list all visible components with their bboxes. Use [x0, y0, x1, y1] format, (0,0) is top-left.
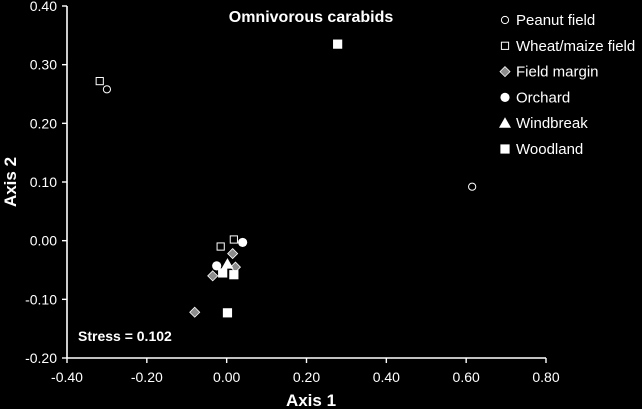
point-field-margin — [227, 248, 239, 260]
x-tick-label: 0.40 — [373, 369, 400, 385]
x-tick-label: -0.40 — [51, 369, 83, 385]
legend-marker-field-margin — [499, 66, 511, 78]
point-field-margin — [207, 270, 219, 282]
x-tick-label: -0.20 — [131, 369, 163, 385]
y-tick-label: 0.20 — [30, 115, 57, 131]
point-field-margin — [189, 306, 201, 318]
x-tick-label: 0.20 — [293, 369, 320, 385]
legend-label-windbreak: Windbreak — [516, 115, 588, 132]
legend-marker-woodland — [500, 144, 510, 154]
point-peanut-field — [102, 85, 112, 94]
legend-marker-orchard — [500, 92, 510, 102]
point-wheat-maize-field — [95, 76, 104, 86]
legend-label-wheat-maize-field: Wheat/maize field — [516, 38, 635, 55]
point-woodland — [333, 39, 343, 49]
point-orchard — [238, 237, 248, 248]
data-points — [95, 39, 477, 318]
axes: -0.40 -0.20 0.00 0.20 0.40 0.60 0.80 -0.20 -0.10… — [25, 0, 560, 385]
x-axis-title: Axis 1 — [286, 391, 336, 409]
legend-label-field-margin: Field margin — [516, 64, 599, 81]
legend-label-peanut-field: Peanut field — [516, 12, 595, 29]
point-wheat-maize-field — [216, 242, 225, 251]
x-tick-label: 0.00 — [213, 369, 240, 385]
point-orchard — [212, 261, 222, 271]
point-woodland — [222, 308, 233, 318]
legend-label-woodland: Woodland — [516, 141, 583, 158]
legend-marker-peanut-field — [500, 15, 510, 25]
x-tick-label: 0.60 — [453, 369, 480, 385]
y-tick-label: -0.10 — [25, 291, 57, 307]
point-woodland — [218, 268, 228, 278]
y-tick-label: 0.00 — [30, 233, 57, 249]
chart-title: Omnivorous carabids — [229, 9, 394, 26]
y-tick-label: -0.20 — [25, 350, 57, 366]
legend: Peanut field Wheat/maize field Field margi… — [499, 12, 635, 158]
y-tick-label: 0.40 — [30, 0, 57, 14]
stress-annotation: Stress = 0.102 — [78, 328, 172, 344]
point-windbreak — [221, 258, 234, 269]
x-tick-label: 0.80 — [532, 369, 559, 385]
point-peanut-field — [468, 182, 477, 191]
legend-marker-windbreak — [499, 117, 511, 128]
y-tick-label: 0.10 — [30, 174, 57, 190]
point-wheat-maize-field — [229, 235, 238, 244]
legend-marker-wheat-maize-field — [500, 41, 510, 50]
y-axis-title: Axis 2 — [1, 157, 20, 207]
point-woodland — [229, 270, 239, 280]
legend-label-orchard: Orchard — [516, 89, 570, 106]
y-tick-label: 0.30 — [30, 57, 57, 73]
